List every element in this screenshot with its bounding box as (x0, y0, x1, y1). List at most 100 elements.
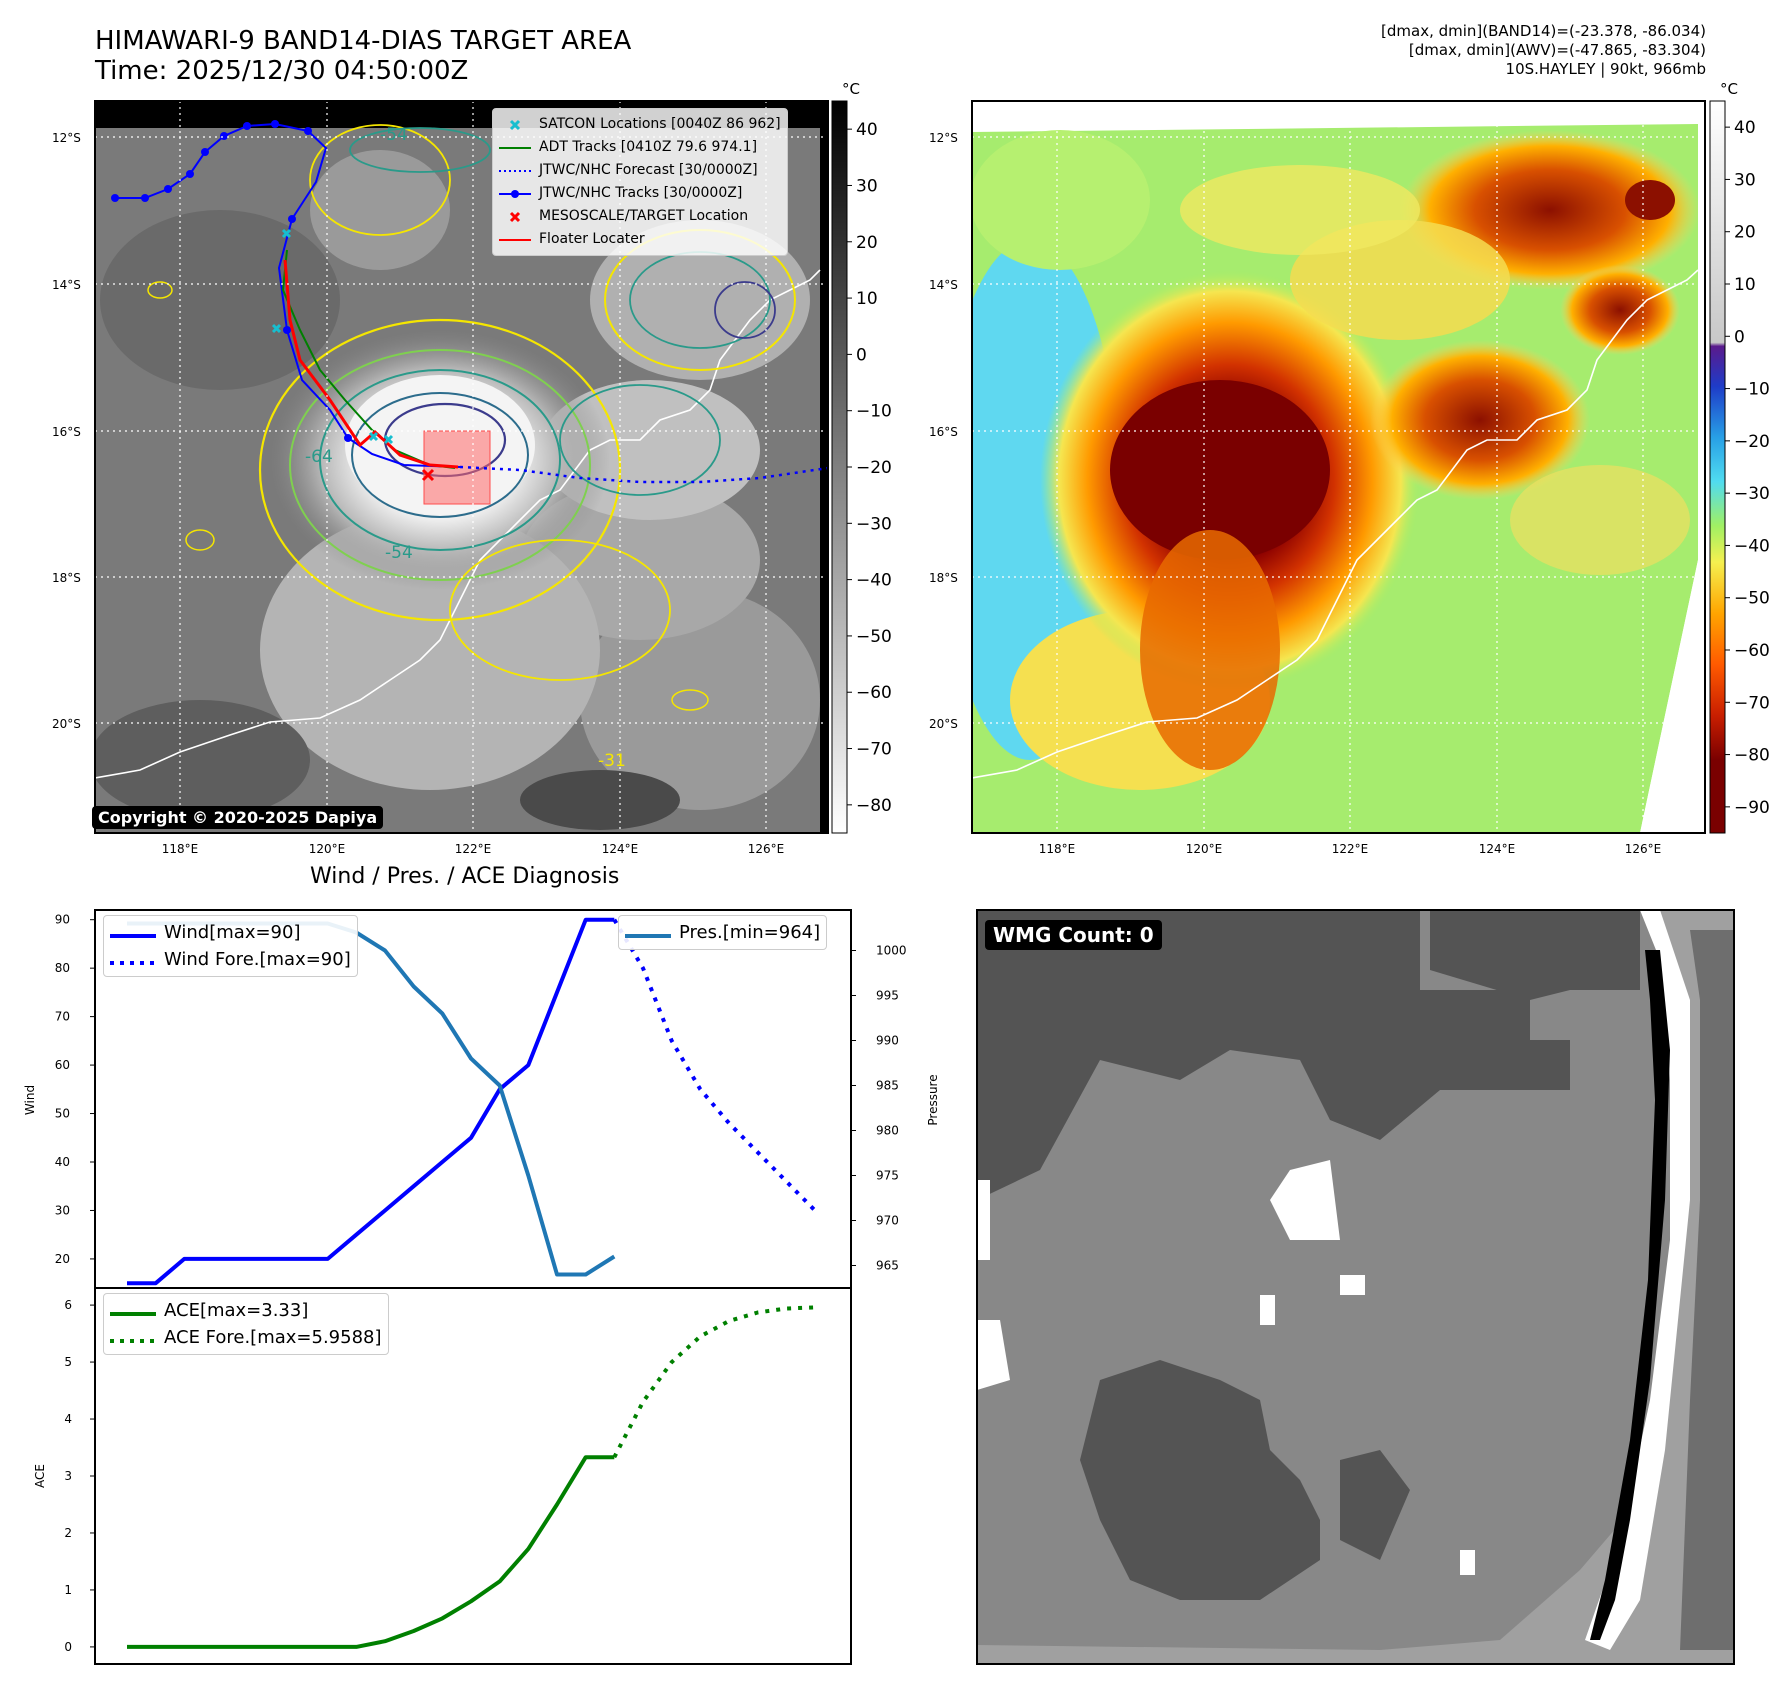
wind-tick-label: 80 (55, 961, 70, 975)
wind-pressure-chart: 20 30 40 50 60 70 80 90 965 970 975 980 985 990 995 100… (23, 909, 940, 1289)
color-colorbar-tick-label: −60 (1734, 641, 1770, 661)
gray-colorbar-tick-label: 0 (856, 345, 867, 365)
ace-tick-label: 6 (64, 1298, 72, 1312)
gray-colorbar-tick-label: −70 (856, 740, 892, 760)
color-colorbar-tick-label: 20 (1734, 223, 1756, 243)
map-legend: SATCON Locations [0040Z 86 962] ADT Trac… (492, 108, 788, 256)
lat-label: 14°S (52, 278, 81, 292)
color-colorbar-tick-label: 30 (1734, 170, 1756, 190)
gray-colorbar-tick-label: −50 (856, 627, 892, 647)
wind-axis-label: Wind (23, 1085, 37, 1115)
diagnosis-title: Wind / Pres. / ACE Diagnosis (310, 864, 620, 889)
x-marker-icon (499, 117, 531, 133)
line-icon (499, 232, 531, 248)
legend-item-wind-forecast: Wind Fore.[max=90] (110, 946, 351, 973)
wind-forecast-line (612, 918, 817, 1212)
legend-label: JTWC/NHC Tracks [30/0000Z] (539, 185, 743, 201)
gray-colorbar-tick-label: −40 (856, 571, 892, 591)
colorbar-color: °C 40 30 20 10 0 −10 −20 −30 −40 −50 −60 −70 −80 −90 (1709, 80, 1770, 834)
storm-info: 10S.HAYLEY | 90kt, 966mb (1505, 60, 1706, 78)
awv-panel (971, 100, 1706, 834)
line-icon (110, 1303, 156, 1319)
pressure-tick-label: 995 (876, 989, 899, 1003)
gray-colorbar-tick-label: −80 (856, 796, 892, 816)
gray-colorbar-tick-label: 10 (856, 289, 878, 309)
legend-item-floater: Floater Locater (499, 228, 781, 251)
map-gridlines (95, 101, 828, 833)
line-icon (625, 925, 671, 941)
lon-label: 124°E (602, 842, 639, 856)
wind-tick-label: 30 (55, 1203, 70, 1217)
ace-tick-label: 4 (64, 1412, 72, 1426)
colorbar-unit: °C (1720, 80, 1738, 98)
legend-item-pressure: Pres.[min=964] (625, 919, 820, 946)
legend-item-ace: ACE[max=3.33] (110, 1297, 382, 1324)
lat-label: 18°S (52, 571, 81, 585)
lat-label: 20°S (52, 717, 81, 731)
ace-tick-label: 0 (64, 1640, 72, 1654)
line-icon (110, 925, 156, 941)
legend-item-forecast: JTWC/NHC Forecast [30/0000Z] (499, 159, 781, 182)
lat-label: 16°S (929, 425, 958, 439)
legend-label: ADT Tracks [0410Z 79.6 974.1] (539, 139, 758, 155)
stats-header: [dmax, dmin](BAND14)=(-23.378, -86.034) … (1381, 22, 1706, 79)
lon-label: 122°E (1332, 842, 1369, 856)
lon-label: 122°E (455, 842, 492, 856)
gray-colorbar-tick-label: −20 (856, 458, 892, 478)
lon-label: 118°E (162, 842, 199, 856)
contour-label: -31 (598, 751, 626, 771)
color-colorbar-tick-label: −40 (1734, 536, 1770, 556)
contour-label: -54 (385, 543, 413, 563)
color-colorbar-tick-label: −10 (1734, 380, 1770, 400)
lon-label: 124°E (1479, 842, 1516, 856)
ace-tick-label: 3 (64, 1469, 72, 1483)
lat-label: 12°S (52, 131, 81, 145)
lat-label: 14°S (929, 278, 958, 292)
map-gridlines-right (972, 101, 1705, 833)
color-colorbar-tick-label: 40 (1734, 118, 1756, 138)
color-colorbar-tick-label: −20 (1734, 432, 1770, 452)
legend-item-jtwc: JTWC/NHC Tracks [30/0000Z] (499, 182, 781, 205)
legend-item-wind: Wind[max=90] (110, 919, 351, 946)
legend-item-adt: ADT Tracks [0410Z 79.6 974.1] (499, 136, 781, 159)
band14-panel: -54 -64 -54 -31 (94, 100, 829, 834)
contour-label: -54 (380, 125, 408, 145)
color-colorbar-tick-label: −80 (1734, 746, 1770, 766)
legend-item-satcon: SATCON Locations [0040Z 86 962] (499, 113, 781, 136)
ace-series-line (127, 1455, 615, 1649)
legend-label: Wind[max=90] (164, 922, 301, 943)
lat-label: 16°S (52, 425, 81, 439)
wind-tick-label: 90 (55, 913, 70, 927)
color-colorbar-tick-label: 0 (1734, 327, 1745, 347)
contour-labels: -54 -64 -54 -31 (305, 125, 626, 771)
lon-label: 126°E (1625, 842, 1662, 856)
gray-colorbar-tick-label: 20 (856, 233, 878, 253)
color-colorbar-tick-label: −30 (1734, 484, 1770, 504)
title-line-1: HIMAWARI-9 BAND14-DIAS TARGET AREA (95, 26, 632, 56)
legend-label: Pres.[min=964] (679, 922, 821, 943)
dmax-awv: [dmax, dmin](AWV)=(-47.865, -83.304) (1408, 41, 1706, 59)
legend-label: SATCON Locations [0040Z 86 962] (539, 116, 781, 132)
copyright-badge: Copyright © 2020-2025 Dapiya (92, 806, 384, 829)
ace-tick-label: 5 (64, 1355, 72, 1369)
target-marker (421, 468, 435, 482)
colorbar-gray: °C 40 30 20 10 0 −10 −20 −30 −40 −50 −60 −70 −80 (831, 80, 892, 834)
pressure-tick-label: 975 (876, 1169, 899, 1183)
wmg-count-badge: WMG Count: 0 (985, 920, 1162, 950)
pressure-tick-label: 965 (876, 1259, 899, 1273)
wind-tick-label: 60 (55, 1058, 70, 1072)
legend-label: Wind Fore.[max=90] (164, 949, 351, 970)
title-line-2: Time: 2025/12/30 04:50:00Z (95, 56, 469, 86)
legend-label: ACE[max=3.33] (164, 1300, 309, 1321)
lat-label: 20°S (929, 717, 958, 731)
ace-tick-label: 1 (64, 1583, 72, 1597)
lon-label: 118°E (1039, 842, 1076, 856)
legend-item-target: MESOSCALE/TARGET Location (499, 205, 781, 228)
color-colorbar-tick-label: −90 (1734, 798, 1770, 818)
legend-item-ace-forecast: ACE Fore.[max=5.9588] (110, 1324, 382, 1351)
color-colorbar-tick-label: −50 (1734, 589, 1770, 609)
ace-legend: ACE[max=3.33] ACE Fore.[max=5.9588] (103, 1293, 389, 1355)
line-icon (499, 140, 531, 156)
pressure-tick-label: 980 (876, 1124, 899, 1138)
